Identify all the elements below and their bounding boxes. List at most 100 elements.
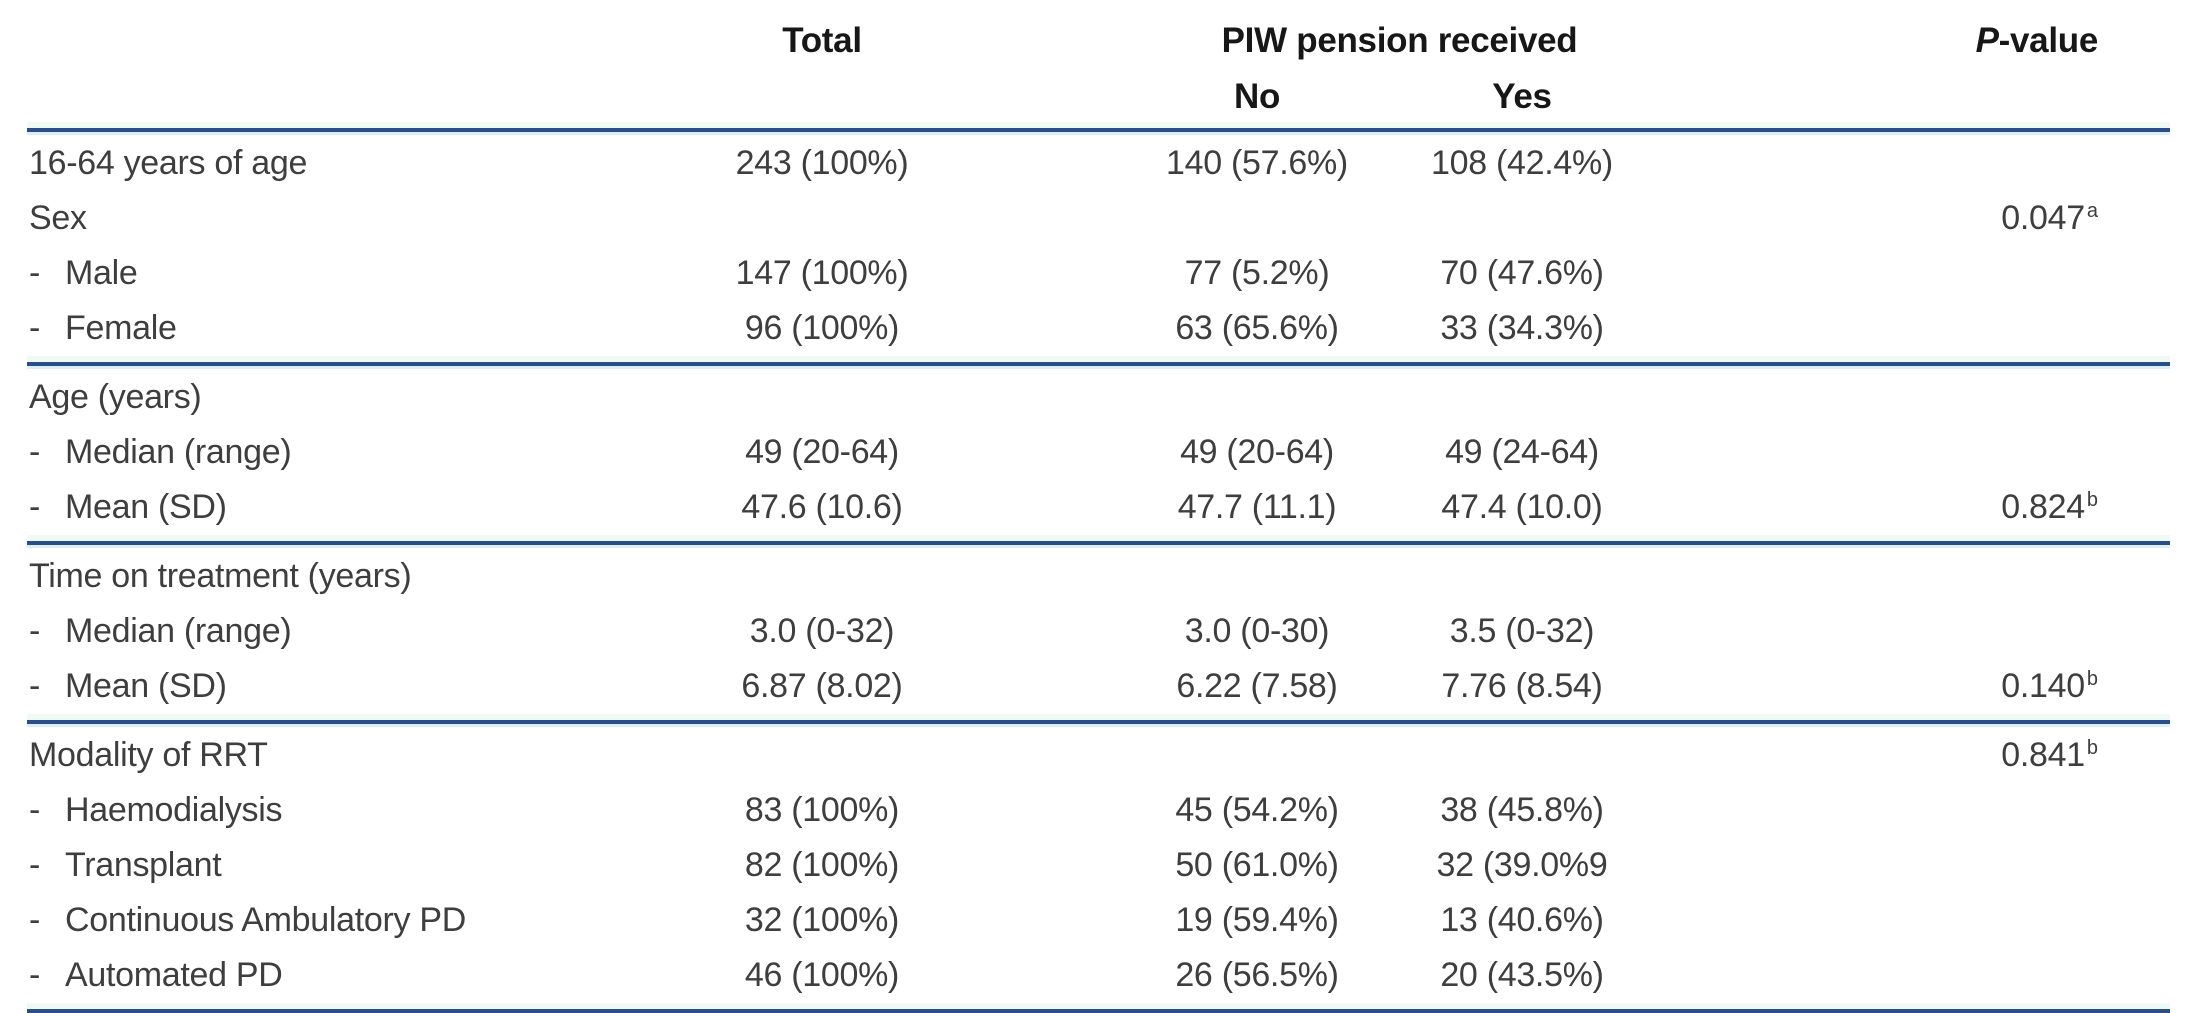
row-label: Female	[65, 309, 177, 347]
row-label: Median (range)	[65, 433, 292, 471]
pvalue-cell: 0.140 b	[1627, 659, 2170, 714]
dash-bullet: -	[29, 901, 41, 939]
yes-cell	[1417, 549, 1627, 604]
dash-bullet: -	[29, 254, 41, 292]
pvalue-cell	[1627, 246, 2170, 301]
row-label: Mean (SD)	[65, 488, 227, 526]
row-label-cell: - Female	[27, 301, 547, 356]
dash-bullet: -	[29, 956, 41, 994]
header-rule	[27, 122, 2170, 136]
table-row: - Continuous Ambulatory PD 32 (100%) 19 (…	[27, 893, 2170, 948]
no-cell: 77 (5.2%)	[1184, 254, 1330, 292]
row-label: Automated PD	[65, 956, 283, 994]
pvalue-text: 0.841	[2001, 736, 2085, 774]
no-cell: 19 (59.4%)	[1175, 901, 1339, 939]
table-row: Time on treatment (years)	[27, 549, 2170, 604]
row-label: Mean (SD)	[65, 667, 227, 705]
dash-bullet: -	[29, 309, 41, 347]
yes-cell	[1417, 728, 1627, 783]
total-cell: 49 (20-64)	[745, 433, 899, 471]
no-cell: 63 (65.6%)	[1175, 309, 1339, 347]
pvalue-cell	[1627, 838, 2170, 893]
rule-cell	[27, 356, 2170, 370]
no-cell: 45 (54.2%)	[1175, 791, 1339, 829]
row-label-cell: - Mean (SD)	[27, 659, 547, 714]
row-label-cell: - Transplant	[27, 838, 547, 893]
no-cell: 50 (61.0%)	[1175, 846, 1339, 884]
yes-cell: 3.5 (0-32)	[1449, 612, 1595, 650]
total-cell: 243 (100%)	[735, 144, 909, 182]
yes-cell: 33 (34.3%)	[1440, 309, 1604, 347]
pvalue-cell	[1627, 549, 2170, 604]
blank-header-cell	[1627, 72, 2170, 122]
yes-cell: 47.4 (10.0)	[1441, 488, 1603, 526]
row-label: Male	[65, 254, 138, 292]
yes-cell: 13 (40.6%)	[1440, 901, 1604, 939]
row-label: Median (range)	[65, 612, 292, 650]
yes-cell: 7.76 (8.54)	[1441, 667, 1603, 705]
row-label-cell: - Automated PD	[27, 948, 547, 1003]
total-cell: 47.6 (10.6)	[741, 488, 903, 526]
total-cell	[547, 549, 1097, 604]
row-label: Haemodialysis	[65, 791, 283, 829]
section-rule	[27, 714, 2170, 728]
pvalue-cell	[1627, 783, 2170, 838]
table-row: - Median (range) 3.0 (0-32) 3.0 (0-30) 3.…	[27, 604, 2170, 659]
row-label-cell: - Mean (SD)	[27, 480, 547, 535]
yes-cell: 108 (42.4%)	[1431, 144, 1613, 182]
pvalue-cell	[1627, 370, 2170, 425]
horizontal-rule	[27, 714, 2170, 728]
dash-bullet: -	[29, 612, 41, 650]
row-label-cell: - Median (range)	[27, 604, 547, 659]
pvalue-cell: 0.824 b	[1627, 480, 2170, 535]
no-cell	[1097, 728, 1417, 783]
no-column-header: No	[1233, 77, 1281, 116]
total-cell: 3.0 (0-32)	[749, 612, 895, 650]
rule-cell	[27, 1003, 2170, 1013]
table-row: - Mean (SD) 47.6 (10.6) 47.7 (11.1) 47.4 …	[27, 480, 2170, 535]
total-cell: 83 (100%)	[744, 791, 900, 829]
pvalue-superscript: b	[2086, 488, 2098, 511]
pvalue-cell	[1627, 893, 2170, 948]
rule-cell	[27, 714, 2170, 728]
table-body: 16-64 years of age 243 (100%) 140 (57.6%…	[27, 136, 2170, 1013]
no-cell: 6.22 (7.58)	[1176, 667, 1338, 705]
yes-cell	[1417, 370, 1627, 425]
table-row: - Male 147 (100%) 77 (5.2%) 70 (47.6%)	[27, 246, 2170, 301]
table-header: Total PIW pension received P-value No Ye…	[27, 4, 2170, 136]
total-cell: 147 (100%)	[735, 254, 909, 292]
pvalue-cell: 0.841 b	[1627, 728, 2170, 783]
table-row: Sex 0.047 a	[27, 191, 2170, 246]
header-row-2: No Yes	[27, 72, 2170, 122]
table-row: - Automated PD 46 (100%) 26 (56.5%) 20 (4…	[27, 948, 2170, 1003]
total-cell	[547, 728, 1097, 783]
pvalue-superscript: a	[2086, 199, 2098, 222]
pvalue-cell: 0.047 a	[1627, 191, 2170, 246]
table-row: - Mean (SD) 6.87 (8.02) 6.22 (7.58) 7.76 …	[27, 659, 2170, 714]
piw-pension-group-header: PIW pension received	[1221, 21, 1578, 60]
pvalue-cell	[1627, 301, 2170, 356]
total-cell: 82 (100%)	[744, 846, 900, 884]
blank-header-cell	[547, 72, 1097, 122]
total-cell: 46 (100%)	[744, 956, 900, 994]
row-label: Transplant	[65, 846, 222, 884]
table-row: Age (years)	[27, 370, 2170, 425]
pvalue-text: 0.047	[2001, 199, 2085, 237]
dash-bullet: -	[29, 488, 41, 526]
no-cell: 140 (57.6%)	[1166, 144, 1348, 182]
total-cell	[547, 370, 1097, 425]
no-cell	[1097, 549, 1417, 604]
row-label-cell: - Continuous Ambulatory PD	[27, 893, 547, 948]
pvalue-text: 0.140	[2001, 667, 2085, 705]
pvalue-superscript: b	[2086, 736, 2098, 759]
yes-cell: 32 (39.0%9	[1436, 846, 1608, 884]
table-row: - Haemodialysis 83 (100%) 45 (54.2%) 38 (…	[27, 783, 2170, 838]
pvalue-superscript: b	[2086, 667, 2098, 690]
no-cell: 26 (56.5%)	[1175, 956, 1339, 994]
row-label: Modality of RRT	[29, 736, 268, 774]
yes-cell	[1417, 191, 1627, 246]
dash-bullet: -	[29, 791, 41, 829]
pvalue-header-italic-p: P	[1975, 21, 1999, 60]
pvalue-text: 0.824	[2001, 488, 2085, 526]
